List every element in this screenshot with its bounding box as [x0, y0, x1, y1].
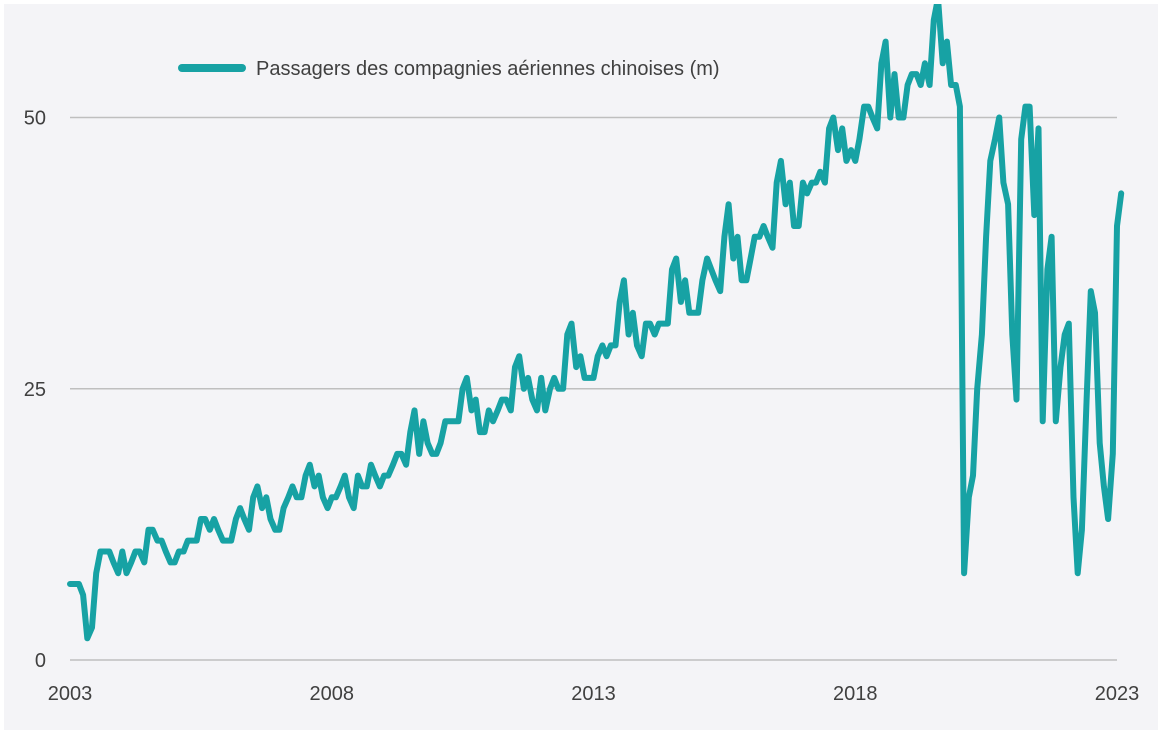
line-chart: 0 25 50 2003 2008 2013 2018 2023 Passagers des… [24, 4, 1140, 705]
y-tick-label: 50 [24, 108, 46, 130]
x-tick-label: 2008 [310, 683, 355, 705]
legend-label: Passagers des compagnies aériennes chino… [256, 58, 720, 80]
legend: Passagers des compagnies aériennes chino… [178, 58, 720, 80]
x-tick-label: 2003 [48, 683, 93, 705]
series-line-0 [67, 4, 1125, 642]
chart-area: 0 25 50 2003 2008 2013 2018 2023 Passagers des… [4, 4, 1158, 730]
x-tick-label: 2013 [571, 683, 616, 705]
x-axis-ticks: 2003 2008 2013 2018 2023 [48, 683, 1140, 705]
y-tick-label: 25 [24, 379, 46, 401]
y-axis-ticks: 0 25 50 [24, 108, 46, 673]
x-tick-label: 2018 [833, 683, 878, 705]
series-group [67, 4, 1125, 642]
x-tick-label: 2023 [1095, 683, 1140, 705]
grid-lines [70, 116, 1117, 661]
y-tick-label: 0 [35, 650, 46, 672]
